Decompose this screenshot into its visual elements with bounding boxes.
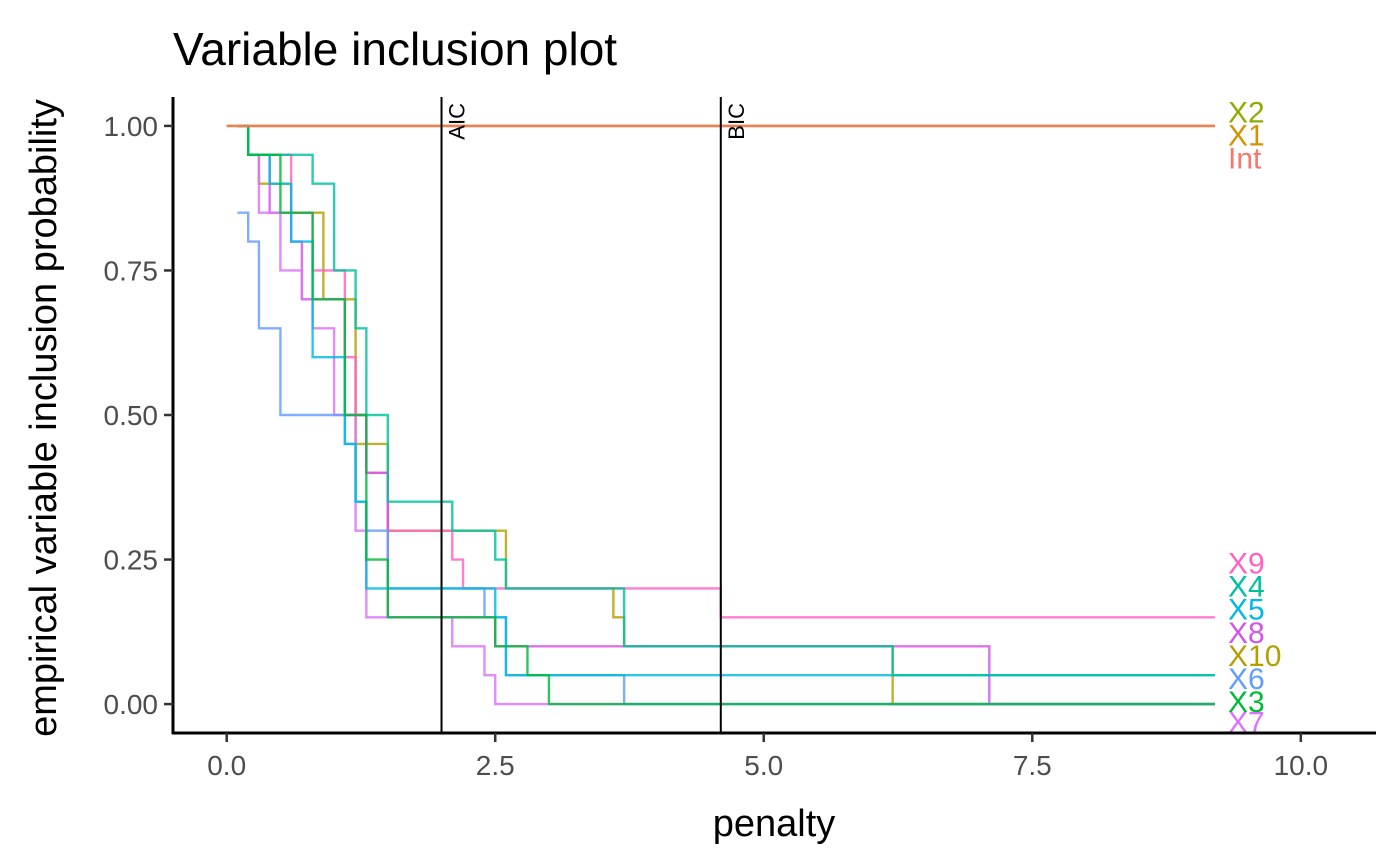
x-axis-label: penalty [713, 803, 836, 845]
y-tick-label: 1.00 [104, 111, 159, 142]
x-tick-label: 5.0 [744, 750, 783, 781]
series-label-x5: X5 [1228, 594, 1265, 627]
series-label-int: Int [1228, 143, 1262, 176]
series-label-x1: X1 [1228, 120, 1265, 153]
series-label-x2: X2 [1228, 96, 1265, 129]
y-tick-label: 0.00 [104, 689, 159, 720]
series-label-x8: X8 [1228, 617, 1265, 650]
chart-title: Variable inclusion plot [173, 23, 617, 75]
series-line-x7 [237, 124, 1215, 706]
series-label-x4: X4 [1228, 571, 1265, 604]
series-line-x6 [237, 211, 1215, 706]
x-tick-label: 7.5 [1013, 750, 1052, 781]
series-label-x6: X6 [1228, 663, 1265, 696]
series-line-x10 [248, 153, 1215, 706]
x-tick-label: 2.5 [476, 750, 515, 781]
x-tick-label: 0.0 [207, 750, 246, 781]
y-tick-label: 0.75 [104, 255, 159, 286]
vline-label-aic: AIC [445, 103, 470, 140]
y-tick-label: 0.25 [104, 545, 159, 576]
series-line-x3 [237, 124, 1215, 706]
series-label-x10: X10 [1228, 640, 1281, 673]
x-tick-label: 10.0 [1274, 750, 1329, 781]
y-axis-label: empirical variable inclusion probability [23, 99, 65, 737]
series-line-x5 [237, 124, 1215, 677]
vline-label-bic: BIC [724, 103, 749, 140]
series-line-x4 [237, 124, 1215, 677]
series-label-x3: X3 [1228, 686, 1265, 719]
y-tick-label: 0.50 [104, 400, 159, 431]
series-label-x9: X9 [1228, 547, 1265, 580]
series-line-x9 [237, 124, 1215, 619]
